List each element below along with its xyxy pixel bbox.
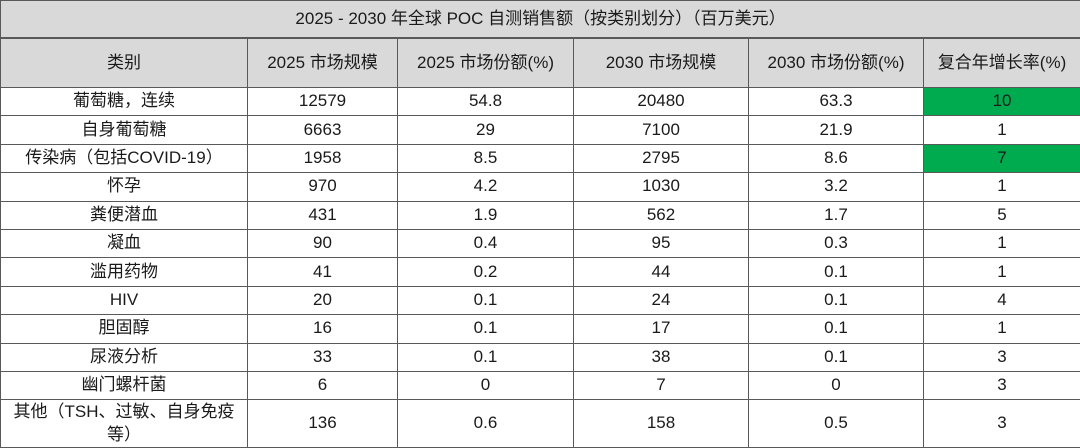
value-cell: 1 (922, 314, 1080, 344)
category-cell: 怀孕 (0, 172, 248, 202)
table-title: 2025 - 2030 年全球 POC 自测销售额（按类别划分）（百万美元） (0, 0, 1080, 39)
table-row: 自身葡萄糖 6663 29 7100 21.9 1 (0, 115, 1080, 145)
col-header-cagr: 复合年增长率(%) (922, 37, 1080, 88)
value-cell: 3 (922, 370, 1080, 401)
category-cell: 粪便潜血 (0, 200, 248, 230)
value-cell: 0.1 (397, 342, 574, 372)
value-cell: 0.1 (748, 314, 924, 344)
value-cell: 0.6 (397, 399, 574, 448)
value-cell: 1030 (573, 172, 749, 202)
category-cell: 凝血 (0, 228, 248, 259)
value-cell: 20480 (573, 86, 749, 117)
table-row: 幽门螺杆菌 6 0 7 0 3 (0, 370, 1080, 401)
value-cell: 20 (247, 285, 398, 316)
table-row: 尿液分析 33 0.1 38 0.1 3 (0, 342, 1080, 372)
category-cell: 传染病（包括COVID-19） (0, 143, 248, 174)
col-header-2025-size: 2025 市场规模 (247, 37, 398, 88)
table-row: 传染病（包括COVID-19） 1958 8.5 2795 8.6 7 (0, 143, 1080, 174)
table-row: 胆固醇 16 0.1 17 0.1 1 (0, 314, 1080, 344)
value-cell: 0.1 (748, 257, 924, 287)
category-cell: 幽门螺杆菌 (0, 370, 248, 401)
value-cell: 0.3 (748, 228, 924, 259)
value-cell: 90 (247, 228, 398, 259)
category-cell: 自身葡萄糖 (0, 115, 248, 145)
value-cell: 0 (748, 370, 924, 401)
value-cell: 3 (922, 399, 1080, 448)
value-cell: 6663 (247, 115, 398, 145)
value-cell: 1 (922, 115, 1080, 145)
table-body: 葡萄糖，连续 12579 54.8 20480 63.3 10 自身葡萄糖 6663 29 710… (0, 86, 1080, 448)
value-cell: 63.3 (748, 86, 924, 117)
value-cell: 3 (922, 342, 1080, 372)
value-cell: 5 (922, 200, 1080, 230)
title-row: 2025 - 2030 年全球 POC 自测销售额（按类别划分）（百万美元） (0, 0, 1080, 39)
value-cell: 4 (922, 285, 1080, 316)
value-cell: 158 (573, 399, 749, 448)
category-cell: 胆固醇 (0, 314, 248, 344)
value-cell: 0 (397, 370, 574, 401)
category-cell: 其他（TSH、过敏、自身免疫等） (0, 399, 248, 448)
value-cell: 431 (247, 200, 398, 230)
value-cell: 7100 (573, 115, 749, 145)
value-cell: 4.2 (397, 172, 574, 202)
value-cell: 17 (573, 314, 749, 344)
value-cell: 0.1 (748, 285, 924, 316)
col-header-2030-size: 2030 市场规模 (573, 37, 749, 88)
value-cell: 1 (922, 257, 1080, 287)
table-row: 怀孕 970 4.2 1030 3.2 1 (0, 172, 1080, 202)
table-row: 滥用药物 41 0.2 44 0.1 1 (0, 257, 1080, 287)
table-row: 凝血 90 0.4 95 0.3 1 (0, 228, 1080, 259)
value-cell: 6 (247, 370, 398, 401)
value-cell: 970 (247, 172, 398, 202)
table-row: 葡萄糖，连续 12579 54.8 20480 63.3 10 (0, 86, 1080, 117)
value-cell: 41 (247, 257, 398, 287)
value-cell: 21.9 (748, 115, 924, 145)
value-cell: 33 (247, 342, 398, 372)
category-cell: 尿液分析 (0, 342, 248, 372)
value-cell: 1.9 (397, 200, 574, 230)
category-cell: 葡萄糖，连续 (0, 86, 248, 117)
table-row: 粪便潜血 431 1.9 562 1.7 5 (0, 200, 1080, 230)
value-cell: 2795 (573, 143, 749, 174)
value-cell: 54.8 (397, 86, 574, 117)
value-cell: 1 (922, 228, 1080, 259)
value-cell: 8.5 (397, 143, 574, 174)
value-cell: 16 (247, 314, 398, 344)
value-cell: 44 (573, 257, 749, 287)
value-cell: 38 (573, 342, 749, 372)
value-cell: 0.1 (397, 314, 574, 344)
table-row: HIV 20 0.1 24 0.1 4 (0, 285, 1080, 316)
table-row: 其他（TSH、过敏、自身免疫等） 136 0.6 158 0.5 3 (0, 399, 1080, 448)
category-cell: HIV (0, 285, 248, 316)
col-header-2030-share: 2030 市场份额(%) (748, 37, 924, 88)
cagr-cell-highlighted: 10 (922, 86, 1080, 117)
value-cell: 29 (397, 115, 574, 145)
value-cell: 8.6 (748, 143, 924, 174)
value-cell: 95 (573, 228, 749, 259)
value-cell: 0.1 (397, 285, 574, 316)
value-cell: 7 (573, 370, 749, 401)
value-cell: 0.4 (397, 228, 574, 259)
value-cell: 3.2 (748, 172, 924, 202)
value-cell: 136 (247, 399, 398, 448)
value-cell: 0.5 (748, 399, 924, 448)
header-row: 类别 2025 市场规模 2025 市场份额(%) 2030 市场规模 2030… (0, 37, 1080, 88)
value-cell: 562 (573, 200, 749, 230)
value-cell: 12579 (247, 86, 398, 117)
value-cell: 1958 (247, 143, 398, 174)
value-cell: 0.2 (397, 257, 574, 287)
value-cell: 1.7 (748, 200, 924, 230)
value-cell: 0.1 (748, 342, 924, 372)
cagr-cell-highlighted: 7 (922, 143, 1080, 174)
category-cell: 滥用药物 (0, 257, 248, 287)
col-header-2025-share: 2025 市场份额(%) (397, 37, 574, 88)
col-header-category: 类别 (0, 37, 248, 88)
value-cell: 24 (573, 285, 749, 316)
value-cell: 1 (922, 172, 1080, 202)
